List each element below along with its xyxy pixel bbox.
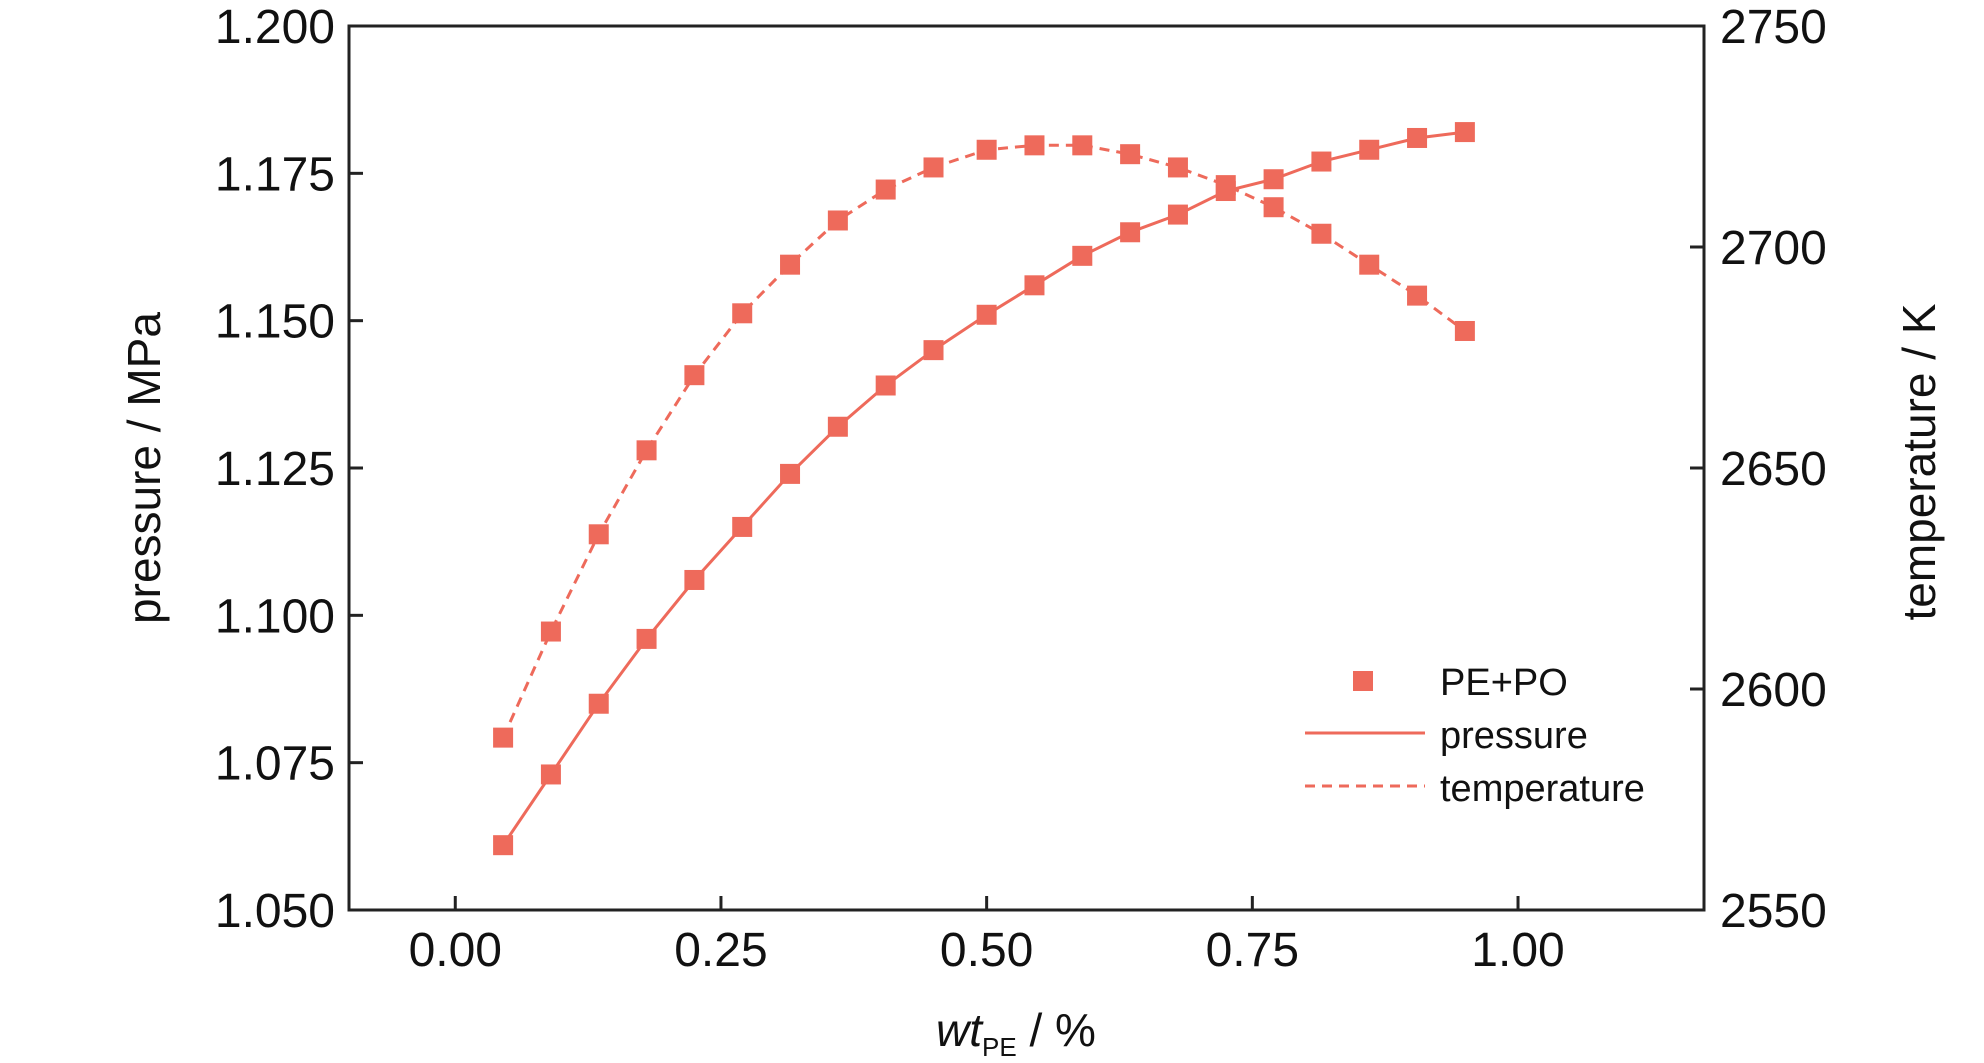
pressure-data-point [780, 463, 801, 484]
left-y-axis-title: pressure / MPa [118, 312, 170, 624]
left-y-tick-label: 1.050 [215, 885, 335, 938]
temperature-data-point [1454, 320, 1475, 341]
legend: PE+PO pressure temperature [1305, 662, 1645, 810]
x-axis-title-main: wt [936, 1004, 984, 1056]
temperature-data-point [1120, 144, 1141, 165]
pressure-data-point [684, 569, 705, 590]
temperature-data-point [732, 303, 753, 324]
left-y-axis-ticks: 1.050 1.075 1.100 1.125 1.150 1.175 1.200 [215, 1, 363, 938]
right-y-tick-label: 2750 [1720, 1, 1827, 54]
pressure-data-point [1407, 127, 1428, 148]
pressure-data-point [636, 628, 657, 649]
pressure-data-point [540, 764, 561, 785]
pressure-data-point [827, 416, 848, 437]
pressure-data-point [588, 693, 609, 714]
left-y-tick-label: 1.150 [215, 296, 335, 349]
left-y-tick-label: 1.100 [215, 590, 335, 643]
temperature-data-point [1263, 197, 1284, 218]
temperature-data-point [1215, 175, 1236, 196]
right-y-axis-ticks: 2550 2600 2650 2700 2750 [1690, 1, 1827, 938]
pressure-data-point [875, 375, 896, 396]
temperature-data-point [923, 157, 944, 178]
x-tick-label: 0.25 [674, 924, 767, 977]
temperature-data-point [684, 365, 705, 386]
left-y-tick-label: 1.175 [215, 148, 335, 201]
pressure-data-point [1167, 204, 1188, 225]
pressure-data-point [1072, 245, 1093, 266]
right-y-tick-label: 2650 [1720, 443, 1827, 496]
left-y-tick-label: 1.125 [215, 443, 335, 496]
temperature-data-point [493, 727, 514, 748]
right-y-tick-label: 2600 [1720, 664, 1827, 717]
temperature-data-point [1167, 157, 1188, 178]
x-axis-ticks: 0.00 0.25 0.50 0.75 1.00 [409, 896, 1565, 977]
pressure-data-point [1263, 169, 1284, 190]
temperature-data-point [540, 621, 561, 642]
temperature-data-point [976, 139, 997, 160]
legend-marker-swatch [1353, 671, 1373, 691]
pressure-data-point [976, 304, 997, 325]
temperature-data-point [1072, 135, 1093, 156]
legend-label-pressure: pressure [1440, 715, 1588, 757]
temperature-data-point [588, 524, 609, 545]
x-axis-title-unit: / % [1017, 1004, 1096, 1056]
temperature-data-point [875, 179, 896, 200]
x-tick-label: 0.00 [409, 924, 502, 977]
temperature-data-point [1407, 285, 1428, 306]
temperature-data-point [827, 210, 848, 231]
x-axis-title-subscript: PE [982, 1032, 1017, 1062]
pressure-data-point [1359, 139, 1380, 160]
pressure-data-point [493, 835, 514, 856]
pressure-data-point [1024, 275, 1045, 296]
right-y-axis-title: temperature / K [1893, 303, 1945, 620]
right-y-tick-label: 2550 [1720, 885, 1827, 938]
series-markers [493, 122, 1475, 856]
pressure-data-point [1120, 222, 1141, 243]
x-tick-label: 0.50 [940, 924, 1033, 977]
x-axis-title: wtPE / % [936, 1004, 1096, 1062]
pressure-data-point [1311, 151, 1332, 172]
pressure-data-point [923, 340, 944, 361]
x-tick-label: 1.00 [1471, 924, 1564, 977]
left-y-tick-label: 1.200 [215, 1, 335, 54]
pressure-data-point [1454, 122, 1475, 143]
temperature-data-point [1024, 135, 1045, 156]
temperature-data-point [780, 254, 801, 275]
right-y-tick-label: 2700 [1720, 222, 1827, 275]
legend-label-series-marker: PE+PO [1440, 662, 1568, 704]
temperature-data-point [1359, 254, 1380, 275]
left-y-tick-label: 1.075 [215, 738, 335, 791]
temperature-data-point [1311, 223, 1332, 244]
legend-label-temperature: temperature [1440, 768, 1645, 810]
pressure-data-point [732, 516, 753, 537]
temperature-data-point [636, 440, 657, 461]
x-tick-label: 0.75 [1206, 924, 1299, 977]
